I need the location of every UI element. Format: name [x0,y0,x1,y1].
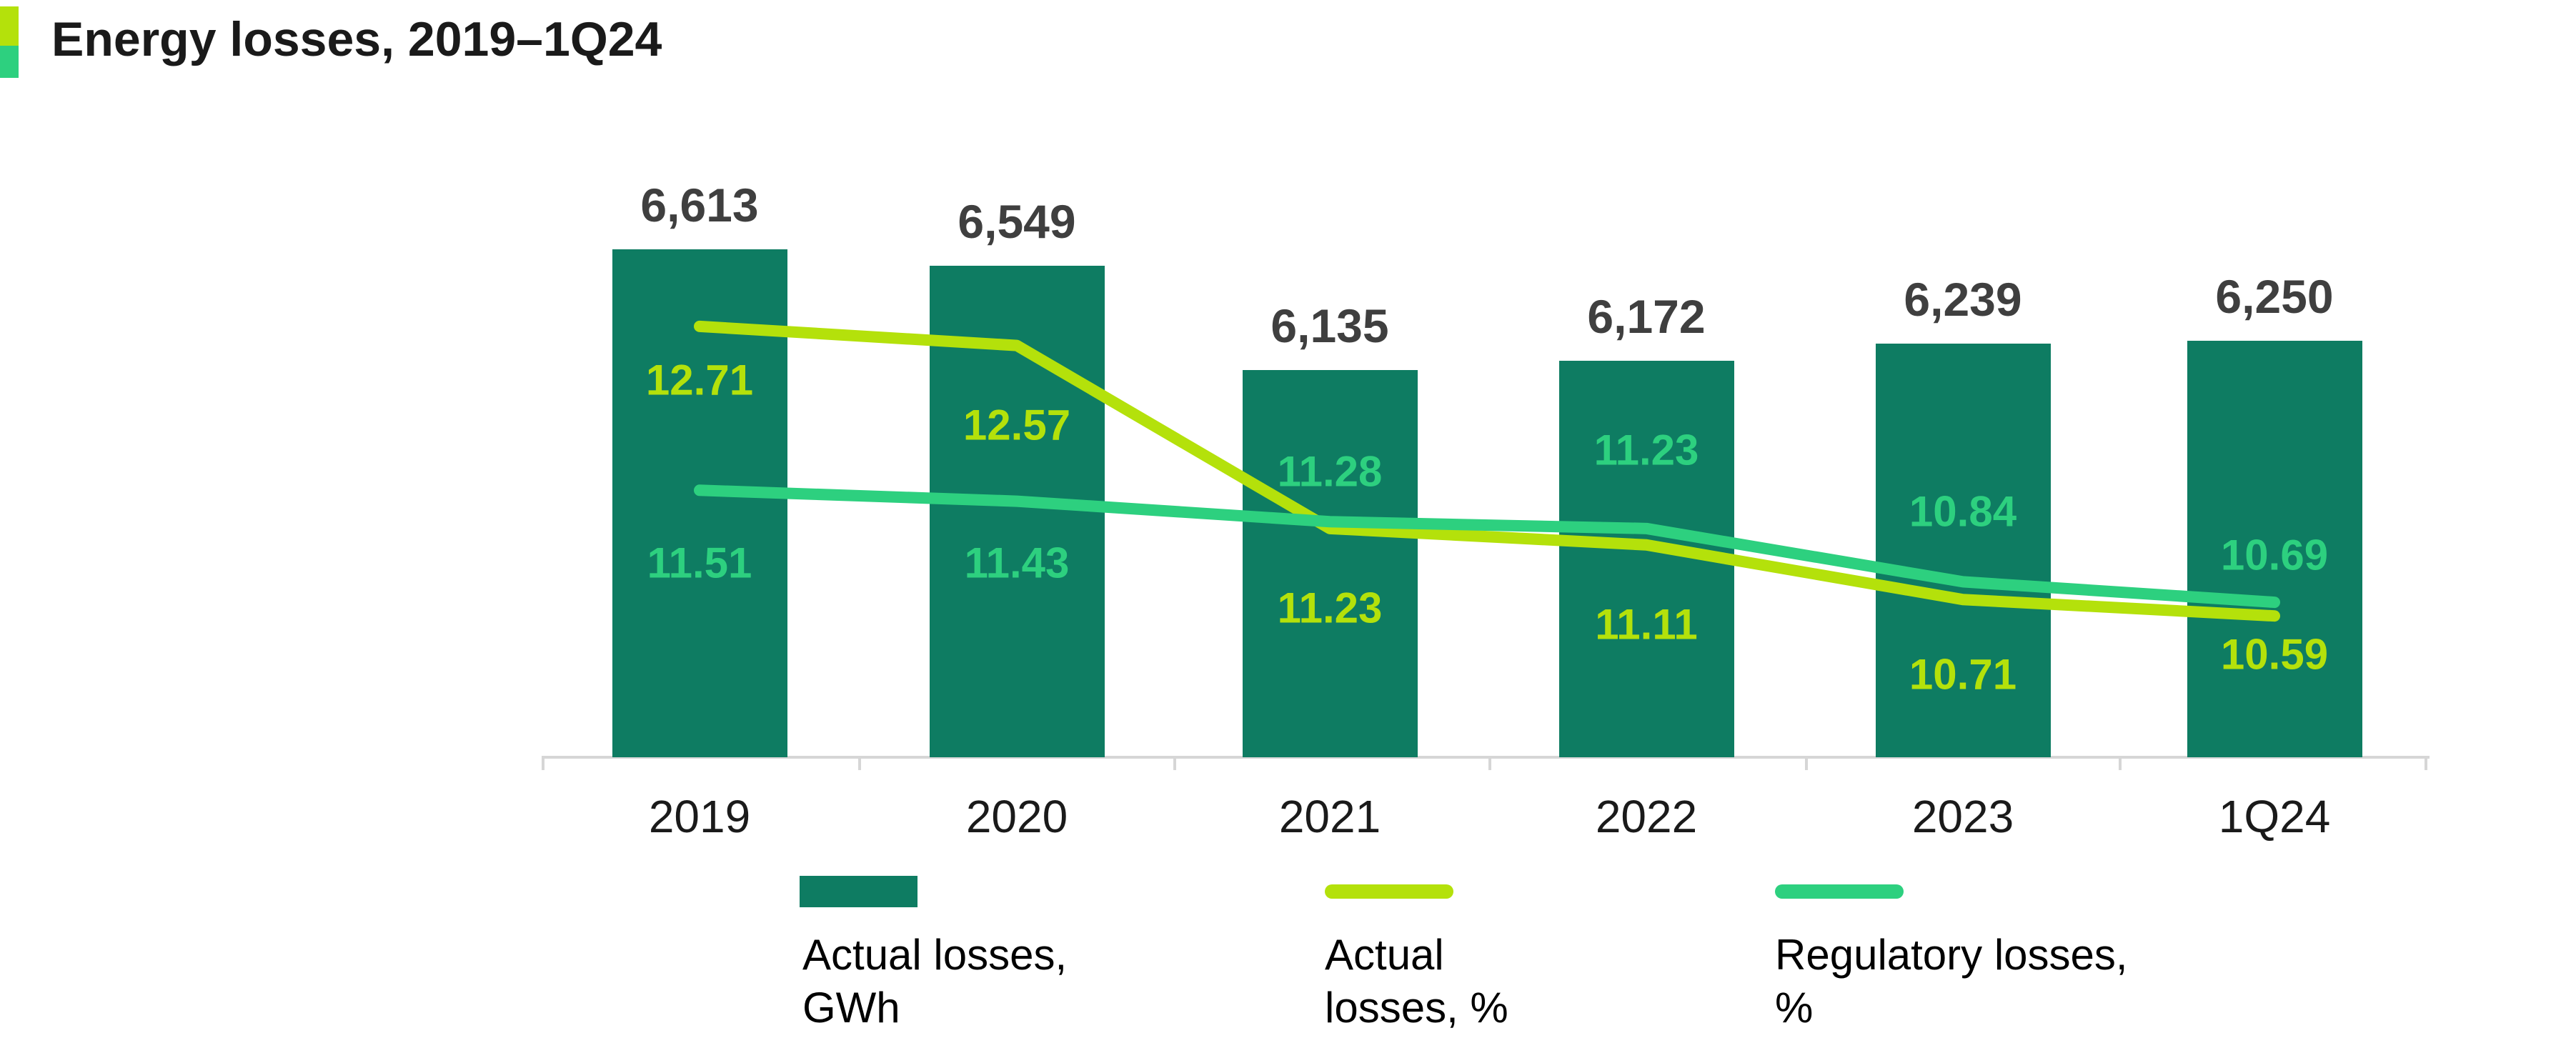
x-axis-label-2022: 2022 [1595,791,1698,842]
x-axis-tick-0 [542,756,544,770]
legend-label-actual-losses-pct: Actual losses, % [1325,931,1508,1032]
x-axis-label-2021: 2021 [1278,791,1381,842]
title-accent-bar [0,6,19,78]
regulatory-pct-label-2023: 10.84 [1909,487,2017,536]
actual-pct-label-1Q24: 10.59 [2220,630,2329,679]
x-axis-label-2020: 2020 [965,791,1068,842]
x-axis-label-1Q24: 1Q24 [2218,791,2331,842]
x-axis-tick-5 [2119,756,2122,770]
x-axis-line [542,756,2430,759]
regulatory-pct-label-2019: 11.51 [647,539,752,587]
regulatory-pct-label-2022: 11.23 [1593,426,1699,474]
bar-2019 [612,249,787,757]
bar-value-label-2021: 6,135 [1270,299,1389,352]
actual-pct-label-2020: 12.57 [963,401,1071,449]
legend-swatch-actual-losses-gwh [800,876,917,907]
x-axis-tick-2 [1173,756,1176,770]
chart-title: Energy losses, 2019–1Q24 [51,12,662,66]
x-axis-tick-1 [858,756,861,770]
bar-value-label-2023: 6,239 [1904,273,2022,326]
bar-value-label-1Q24: 6,250 [2215,270,2334,324]
x-axis-tick-6 [2425,756,2427,770]
actual-pct-label-2023: 10.71 [1909,650,2017,699]
bar-value-label-2022: 6,172 [1587,289,1706,343]
legend-swatch-regulatory-losses-pct [1775,884,1904,899]
actual-pct-label-2022: 11.11 [1595,600,1698,649]
x-axis-tick-4 [1805,756,1808,770]
bar-2022 [1558,360,1734,757]
regulatory-pct-label-1Q24: 10.69 [2220,531,2329,579]
legend-label-regulatory-losses-pct: Regulatory losses, % [1775,931,2128,1032]
bar-value-label-2019: 6,613 [640,179,759,231]
legend-swatch-actual-losses-pct [1325,884,1453,899]
x-axis-label-2023: 2023 [1911,791,2014,842]
actual-pct-label-2021: 11.23 [1277,584,1383,632]
legend-label-actual-losses-gwh: Actual losses, GWh [802,931,1068,1032]
bar-value-label-2020: 6,549 [958,194,1076,248]
regulatory-pct-label-2020: 11.43 [964,539,1070,587]
x-axis-label-2019: 2019 [648,791,751,842]
bar-2021 [1242,369,1418,757]
regulatory-pct-label-2021: 11.28 [1277,447,1383,496]
actual-pct-label-2019: 12.71 [645,356,754,404]
bar-2020 [929,265,1105,757]
x-axis-tick-3 [1488,756,1491,770]
